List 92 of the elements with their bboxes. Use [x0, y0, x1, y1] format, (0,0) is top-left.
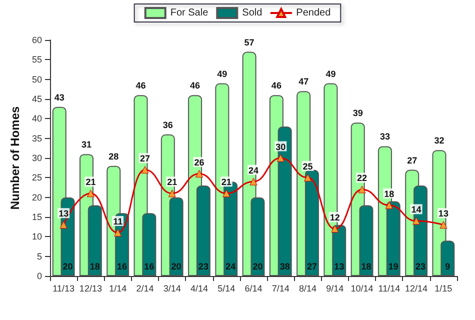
- data-label: 13: [438, 208, 448, 219]
- data-label: 9: [445, 262, 450, 272]
- y-tick-label: 40: [32, 114, 42, 124]
- x-tick-label: 12/13: [79, 284, 102, 294]
- data-label: 49: [217, 68, 228, 79]
- data-label: 32: [434, 136, 444, 146]
- data-label: 27: [140, 154, 150, 164]
- y-tick-label: 55: [32, 54, 42, 65]
- point: [86, 190, 94, 198]
- data-label: 19: [388, 262, 398, 272]
- x-tick-label: 7/14: [272, 284, 290, 294]
- data-label: 21: [86, 177, 96, 188]
- x-tick-label: 5/14: [218, 284, 236, 294]
- data-label: 23: [198, 262, 208, 272]
- x-tick-label: 3/14: [163, 284, 181, 294]
- x-tick-label: 1/15: [434, 284, 452, 294]
- y-tick-label: 60: [32, 35, 42, 45]
- data-label: 14: [411, 204, 422, 215]
- data-label: 47: [298, 76, 309, 87]
- point: [412, 217, 420, 225]
- x-tick-label: 8/14: [299, 284, 317, 294]
- data-label: 18: [90, 262, 100, 272]
- data-label: 28: [108, 151, 119, 162]
- data-label: 16: [144, 262, 154, 272]
- y-tick-label: 35: [32, 133, 42, 144]
- y-tick-label: 25: [32, 172, 42, 183]
- point: [141, 166, 149, 174]
- y-tick-label: 15: [32, 212, 42, 222]
- y-tick-label: 0: [36, 271, 42, 281]
- data-label: 13: [58, 208, 69, 219]
- point: [331, 225, 339, 233]
- point: [60, 221, 68, 229]
- y-tick-label: 20: [32, 192, 42, 202]
- data-label: 27: [407, 155, 418, 166]
- data-label: 22: [357, 173, 368, 184]
- data-label: 39: [352, 108, 363, 118]
- data-label: 46: [136, 80, 146, 91]
- y-tick-label: 10: [32, 232, 42, 242]
- x-tick-label: 2/14: [136, 284, 154, 294]
- point: [114, 228, 122, 236]
- x-tick-label: 4/14: [190, 284, 208, 294]
- data-label: 13: [334, 262, 344, 272]
- x-tick-label: 11/13: [52, 284, 74, 294]
- point: [385, 201, 393, 209]
- data-label: 20: [252, 262, 263, 272]
- data-label: 24: [248, 165, 259, 176]
- x-tick-label: 9/14: [326, 284, 344, 294]
- data-label: 11: [113, 216, 123, 226]
- data-label: 31: [81, 140, 92, 150]
- point: [168, 190, 176, 198]
- point: [222, 190, 230, 198]
- x-tick-label: 11/14: [378, 284, 400, 294]
- data-label: 20: [171, 262, 182, 272]
- point: [250, 178, 258, 186]
- y-tick-label: 30: [32, 153, 42, 163]
- data-label: 21: [167, 177, 178, 188]
- x-tick-label: 12/14: [405, 284, 428, 294]
- data-label: 23: [415, 262, 426, 272]
- data-label: 18: [384, 188, 394, 199]
- data-label: 30: [276, 142, 286, 152]
- data-label: 46: [271, 80, 282, 91]
- x-tick-label: 1/14: [109, 284, 127, 294]
- y-tick-label: 50: [32, 74, 42, 84]
- data-label: 25: [302, 161, 313, 172]
- point: [195, 170, 203, 178]
- legend-label: For Sale: [170, 8, 209, 18]
- data-label: 27: [306, 262, 317, 272]
- data-label: 46: [190, 80, 200, 91]
- data-label: 21: [221, 177, 232, 188]
- data-label: 49: [326, 68, 336, 79]
- point: [358, 186, 366, 194]
- data-label: 24: [226, 262, 236, 272]
- data-label: 33: [380, 132, 390, 142]
- data-label: 26: [194, 157, 204, 168]
- legend-label: Sold: [242, 8, 262, 18]
- x-tick-label: 10/14: [350, 284, 374, 294]
- legend-label: Pended: [296, 8, 331, 18]
- y-tick-label: 5: [36, 251, 42, 262]
- y-tick-label: 45: [32, 94, 42, 104]
- data-label: 18: [361, 262, 372, 272]
- data-label: 43: [54, 92, 64, 102]
- data-label: 12: [330, 212, 340, 223]
- x-tick-label: 6/14: [244, 284, 262, 294]
- data-label: 38: [280, 262, 290, 272]
- data-label: 36: [162, 120, 173, 130]
- data-label: 16: [117, 262, 128, 272]
- data-label: 57: [244, 37, 254, 48]
- point: [440, 221, 448, 229]
- y-axis-title: Number of Homes: [8, 106, 22, 210]
- data-label: 20: [62, 262, 73, 272]
- point: [304, 174, 312, 182]
- point: [276, 154, 284, 162]
